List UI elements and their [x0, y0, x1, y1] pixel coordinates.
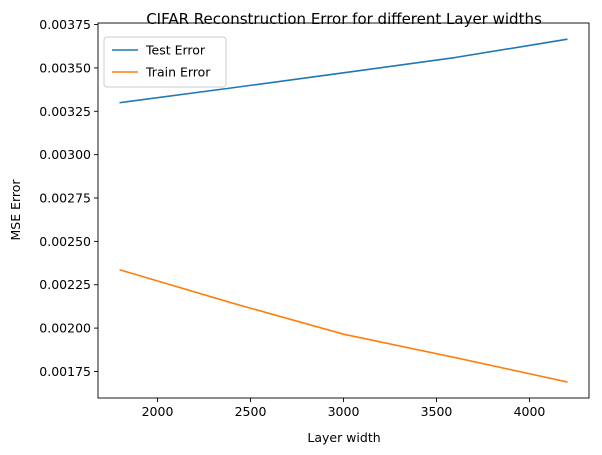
x-tick-label: 4000 [514, 404, 546, 419]
y-tick-label: 0.00350 [39, 60, 91, 75]
chart-title: CIFAR Reconstruction Error for different… [146, 10, 542, 28]
legend-label-train-error: Train Error [145, 65, 211, 80]
series-layer [119, 38, 568, 383]
x-tick-label: 2500 [235, 404, 267, 419]
x-tick-label: 2000 [142, 404, 174, 419]
x-tick-label: 3500 [421, 404, 453, 419]
x-axis: 2000 2500 3000 3500 4000 [142, 398, 546, 419]
y-axis: 0.00175 0.00200 0.00225 0.00250 0.00275 0.003… [39, 17, 98, 379]
y-axis-label: MSE Error [8, 179, 23, 241]
y-tick-label: 0.00250 [39, 234, 91, 249]
y-tick-label: 0.00225 [39, 277, 91, 292]
y-tick-label: 0.00300 [39, 147, 91, 162]
legend-label-test-error: Test Error [145, 43, 206, 58]
legend: Test Error Train Error [103, 36, 227, 88]
x-axis-label: Layer width [307, 430, 380, 445]
y-tick-label: 0.00200 [39, 321, 91, 336]
y-tick-label: 0.00325 [39, 104, 91, 119]
y-tick-label: 0.00375 [39, 17, 91, 32]
y-tick-label: 0.00175 [39, 364, 91, 379]
series-line-train-error [119, 268, 568, 383]
y-tick-label: 0.00275 [39, 191, 91, 206]
series-line-test-error [119, 38, 568, 104]
x-tick-label: 3000 [328, 404, 360, 419]
